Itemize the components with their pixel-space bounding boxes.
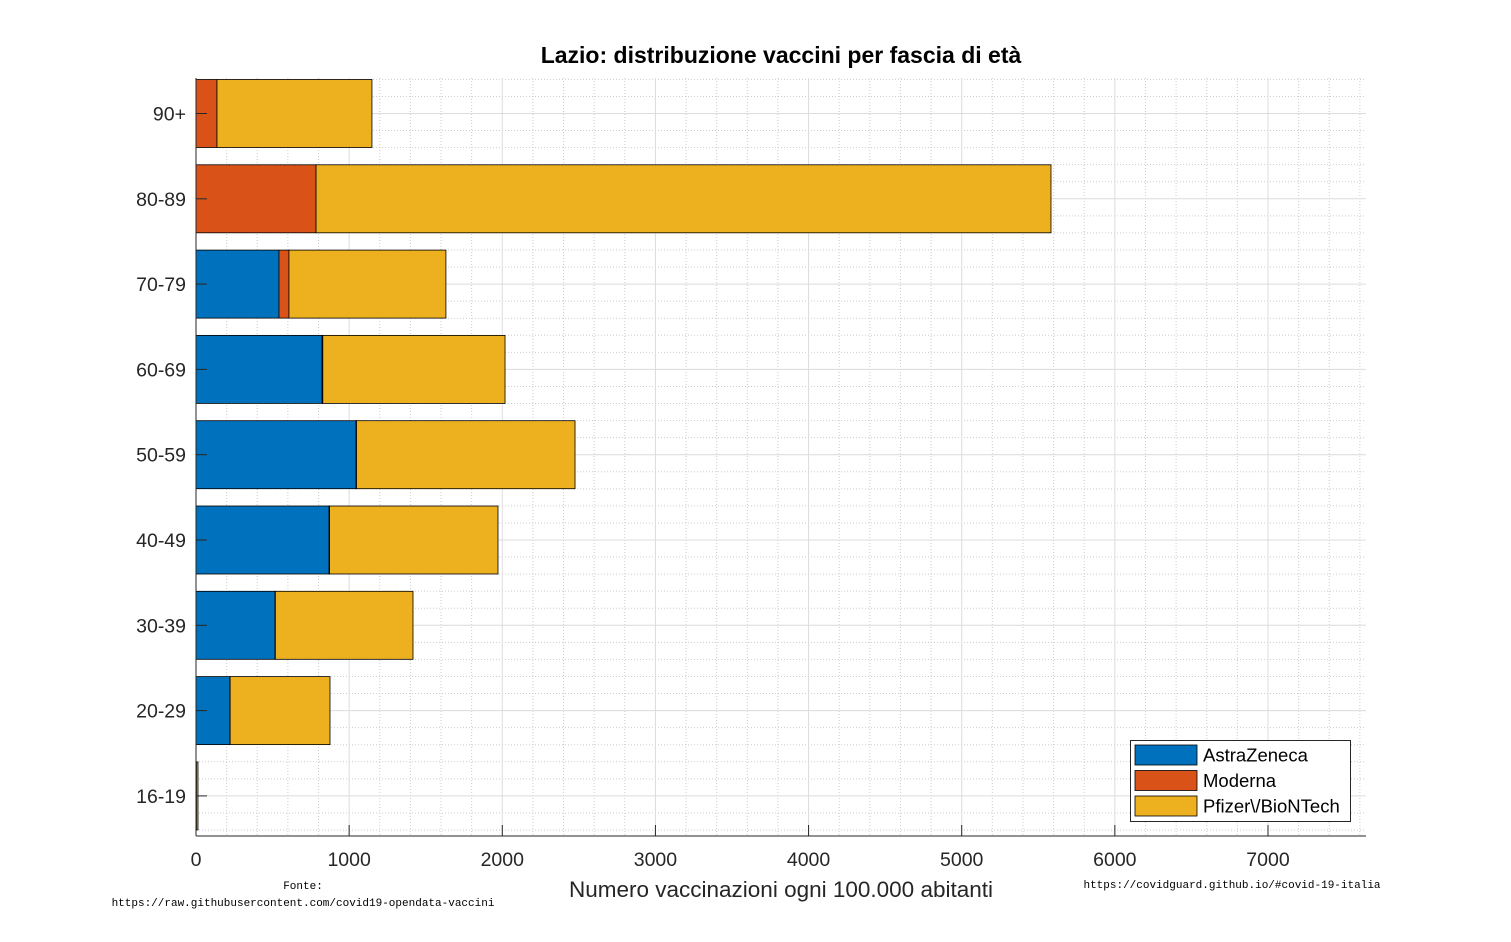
bar-pfizer-biontech-age-20-29 <box>229 676 331 745</box>
legend-swatch-moderna <box>1134 770 1198 791</box>
x-tick-label: 2000 <box>481 849 525 871</box>
legend-swatch-pfizer-biontech <box>1134 795 1198 817</box>
x-tick-label: 0 <box>191 849 202 871</box>
legend-label-astrazeneca: AstraZeneca <box>1203 745 1309 766</box>
x-tick-label: 7000 <box>1246 849 1290 871</box>
x-tick-label: 3000 <box>634 849 678 871</box>
bar-astrazeneca-age-70-79 <box>195 249 280 319</box>
source-label: Fonte: <box>283 881 323 893</box>
x-axis-label: Numero vaccinazioni ogni 100.000 abitant… <box>569 877 993 902</box>
legend-entries: AstraZeneca Moderna Pfizer\/BioNTech <box>1134 744 1340 817</box>
y-tick-label-16-19: 16-19 <box>136 786 186 808</box>
y-tick-label-60-69: 60-69 <box>136 359 186 381</box>
bar-astrazeneca-age-40-49 <box>195 505 330 575</box>
site-url: https://covidguard.github.io/#covid-19-i… <box>1083 880 1380 892</box>
y-axis-ticks: 90+ 80-89 70-79 60-69 50-59 40-49 30-39 20-29 16… <box>136 104 207 808</box>
x-tick-label: 5000 <box>940 849 984 871</box>
bar-pfizer-biontech-age-60-69 <box>322 334 506 404</box>
y-tick-label-80-89: 80-89 <box>136 189 186 211</box>
y-tick-label-90: 90+ <box>153 104 186 126</box>
bar-moderna-age-80-89 <box>195 164 317 234</box>
chart-title: Lazio: distribuzione vaccini per fascia … <box>541 42 1022 68</box>
bar-pfizer-biontech-age-70-79 <box>288 249 447 319</box>
y-tick-label-30-39: 30-39 <box>136 615 186 637</box>
y-tick-label-20-29: 20-29 <box>136 701 186 723</box>
bar-pfizer-biontech-age-30-39 <box>274 590 414 660</box>
bar-astrazeneca-age-30-39 <box>195 590 276 660</box>
legend-label-pfizer-biontech: Pfizer\/BioNTech <box>1203 796 1340 817</box>
bar-pfizer-biontech-age-50-59 <box>356 420 576 490</box>
legend-swatch-astrazeneca <box>1134 744 1198 766</box>
major-grid <box>195 78 1366 836</box>
bar-moderna-age-70-79 <box>278 249 290 319</box>
bars <box>195 79 1052 831</box>
bar-pfizer-biontech-age-80-89 <box>315 164 1052 234</box>
x-tick-label: 4000 <box>787 849 831 871</box>
legend: AstraZeneca Moderna Pfizer\/BioNTech <box>1130 740 1351 822</box>
x-tick-label: 6000 <box>1093 849 1137 871</box>
bar-pfizer-biontech-age-40-49 <box>329 505 499 575</box>
bar-astrazeneca-age-50-59 <box>195 420 357 490</box>
y-tick-label-70-79: 70-79 <box>136 274 186 296</box>
bar-astrazeneca-age-60-69 <box>195 334 323 404</box>
x-tick-label: 1000 <box>327 849 371 871</box>
y-tick-label-40-49: 40-49 <box>136 530 186 552</box>
source-url: https://raw.githubusercontent.com/covid1… <box>112 898 495 910</box>
x-axis-ticks: 0 1000 2000 3000 4000 5000 6000 7000 <box>191 825 1290 871</box>
y-tick-label-50-59: 50-59 <box>136 445 186 467</box>
legend-label-moderna: Moderna <box>1203 770 1277 791</box>
bar-pfizer-biontech-age-90 <box>216 79 373 148</box>
